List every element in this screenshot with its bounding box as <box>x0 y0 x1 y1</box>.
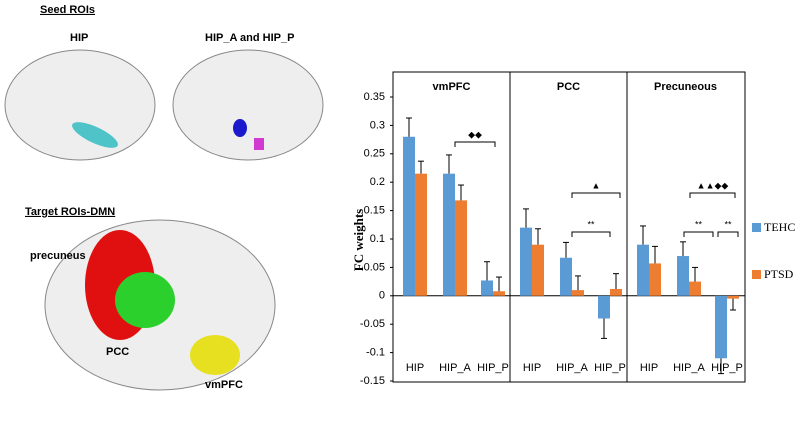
legend-swatch <box>752 223 761 232</box>
y-tick-label: 0 <box>379 290 385 302</box>
y-tick-label: 0.15 <box>364 205 385 217</box>
bar <box>481 280 493 296</box>
bar <box>520 227 532 296</box>
bar <box>560 257 572 296</box>
x-tick-label: HIP <box>523 362 541 374</box>
significance-label: ** <box>724 219 732 229</box>
seed-label: HIP <box>70 32 88 44</box>
bar <box>443 173 455 296</box>
y-axis-label: FC weights <box>351 209 366 271</box>
significance-label: ▲▲◆◆ <box>697 180 729 190</box>
y-tick-label: 0.3 <box>370 119 385 131</box>
bar <box>403 136 415 296</box>
x-tick-label: HIP_A <box>439 362 471 374</box>
significance-bracket <box>683 231 714 237</box>
bar <box>415 173 427 296</box>
y-tick-label: 0.25 <box>364 148 385 160</box>
significance-bracket <box>689 192 736 198</box>
legend-label: PTSD <box>764 267 794 281</box>
significance-bracket <box>571 231 611 237</box>
x-tick-label: HIP_A <box>673 362 705 374</box>
bar <box>455 200 467 296</box>
panel-title: vmPFC <box>433 81 471 93</box>
y-tick-label: 0.35 <box>364 91 385 103</box>
bar <box>572 290 584 296</box>
significance-bracket <box>454 141 496 147</box>
seed-heading: Seed ROIs <box>40 4 95 16</box>
y-tick-label: 0.1 <box>370 233 385 245</box>
significance-label: ** <box>695 219 703 229</box>
x-tick-label: HIP_P <box>477 362 509 374</box>
roi-label: PCC <box>106 346 129 358</box>
bar <box>677 256 689 296</box>
bar <box>689 281 701 296</box>
x-tick-label: HIP <box>640 362 658 374</box>
legend-swatch <box>752 270 761 279</box>
chart-frame <box>392 71 746 383</box>
significance-label: ◆◆ <box>468 129 482 139</box>
x-tick-label: HIP_A <box>556 362 588 374</box>
y-tick-label: 0.2 <box>370 176 385 188</box>
x-tick-label: HIP_P <box>711 362 743 374</box>
significance-label: ▲ <box>592 180 601 190</box>
x-tick-label: HIP <box>406 362 424 374</box>
bar <box>493 291 505 296</box>
bar <box>532 244 544 296</box>
bar <box>715 295 727 359</box>
roi-label: vmPFC <box>205 379 243 391</box>
bar <box>598 295 610 319</box>
bar <box>610 288 622 296</box>
panel-title: Precuneous <box>654 81 717 93</box>
y-tick-label: 0.05 <box>364 261 385 273</box>
roi-label: precuneus <box>30 250 86 262</box>
x-tick-label: HIP_P <box>594 362 626 374</box>
brain-images <box>4 49 324 391</box>
y-tick-label: -0.15 <box>360 375 385 387</box>
significance-bracket <box>717 231 739 237</box>
significance-label: ** <box>587 219 595 229</box>
target-heading: Target ROIs-DMN <box>25 206 115 218</box>
legend-label: TEHC <box>764 220 795 234</box>
y-tick-label: -0.1 <box>366 347 385 359</box>
y-tick-label: -0.05 <box>360 318 385 330</box>
bar <box>649 263 661 296</box>
bar <box>727 295 739 299</box>
panel-title: PCC <box>557 81 580 93</box>
significance-bracket <box>571 192 621 198</box>
bar <box>637 244 649 296</box>
seed-label: HIP_A and HIP_P <box>205 32 294 44</box>
